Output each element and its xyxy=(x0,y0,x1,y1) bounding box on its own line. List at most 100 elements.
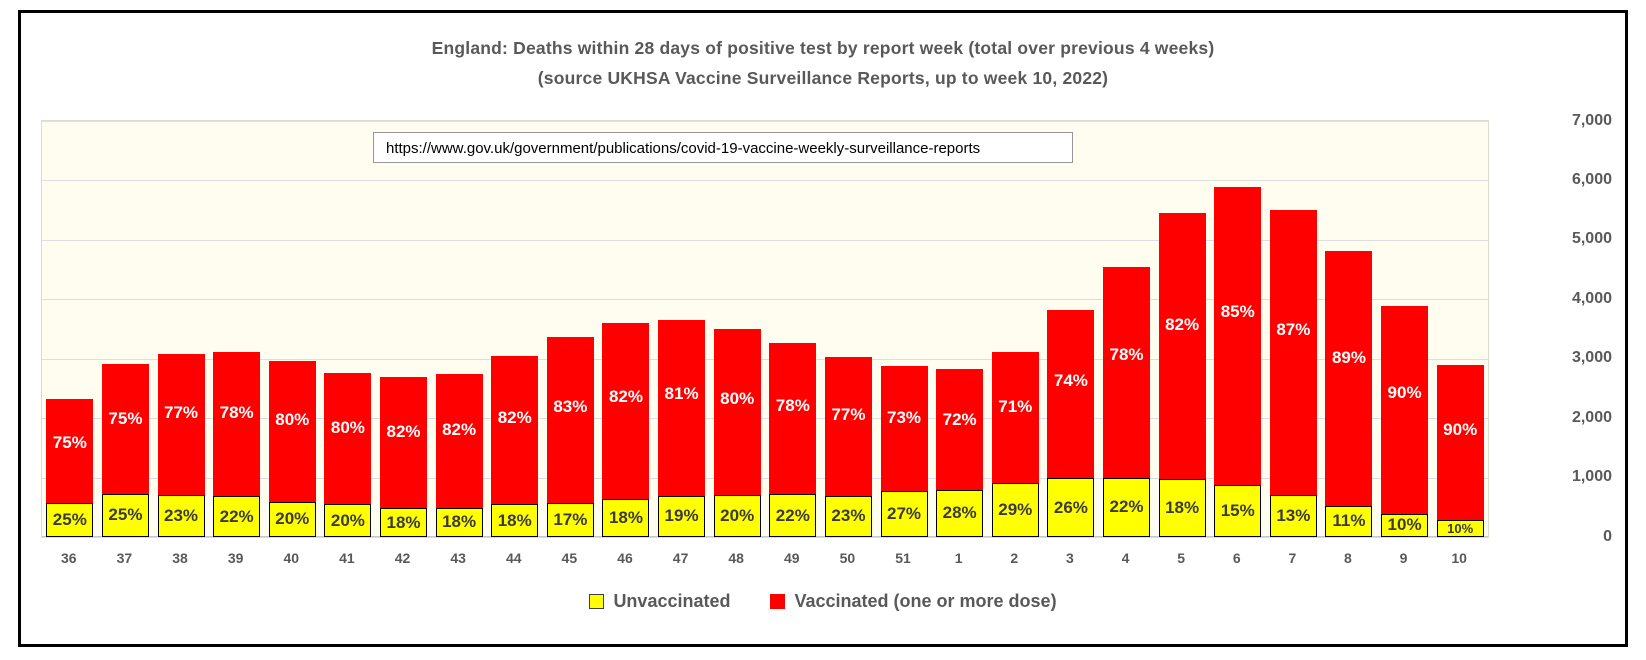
bar-week-37: 75% 25% xyxy=(101,364,149,537)
x-axis-label-39: 39 xyxy=(227,550,244,566)
x-axis-label-42: 42 xyxy=(394,550,411,566)
bar-week-36-unvaccinated-label: 25% xyxy=(52,509,87,529)
x-axis-label-2: 2 xyxy=(1010,550,1019,566)
bar-week-42-vaccinated-segment: 82% xyxy=(380,377,427,509)
chart-frame: England: Deaths within 28 days of positi… xyxy=(18,10,1628,647)
bar-week-10: 90% 10% xyxy=(1436,365,1484,537)
bar-week-39-unvaccinated-segment: 22% xyxy=(213,496,261,537)
x-axis-label-40: 40 xyxy=(283,550,300,566)
bar-week-37-unvaccinated-label: 25% xyxy=(108,505,143,525)
bar-week-5-unvaccinated-label: 18% xyxy=(1165,497,1200,517)
bar-week-51-unvaccinated-segment: 27% xyxy=(880,490,928,537)
bar-week-43-unvaccinated-label: 18% xyxy=(442,512,477,532)
bar-week-51-unvaccinated-label: 27% xyxy=(887,503,922,523)
bar-week-6-vaccinated-segment: 85% xyxy=(1214,187,1262,485)
bar-week-8-vaccinated-segment: 89% xyxy=(1325,250,1373,506)
bar-week-44-vaccinated-label: 82% xyxy=(497,408,532,428)
bar-week-44-unvaccinated-segment: 18% xyxy=(491,504,539,537)
bar-week-5-vaccinated-segment: 82% xyxy=(1158,213,1206,479)
x-axis-label-49: 49 xyxy=(784,550,800,566)
bar-week-48: 80% 20% xyxy=(713,329,761,537)
bar-week-47: 81% 19% xyxy=(658,320,706,537)
bar-week-10-vaccinated-segment: 90% xyxy=(1436,365,1484,520)
bar-week-3-unvaccinated-label: 26% xyxy=(1053,497,1088,517)
gridline-0 xyxy=(42,536,1488,537)
x-axis-label-5: 5 xyxy=(1177,550,1185,566)
bar-week-3-vaccinated-segment: 74% xyxy=(1047,310,1095,478)
bar-week-7-vaccinated-segment: 87% xyxy=(1269,210,1317,495)
bar-week-40: 80% 20% xyxy=(268,361,316,537)
bar-week-6-unvaccinated-label: 15% xyxy=(1220,500,1255,520)
gridline-1000 xyxy=(42,477,1488,479)
bar-week-8-vaccinated-label: 89% xyxy=(1331,347,1366,367)
gridline-3000 xyxy=(42,358,1488,360)
bar-week-46-vaccinated-label: 82% xyxy=(608,386,643,406)
bar-week-40-unvaccinated-segment: 20% xyxy=(268,501,316,537)
bar-week-36-vaccinated-segment: 75% xyxy=(46,399,94,503)
y-axis-label-2000: 2,000 xyxy=(1571,408,1612,426)
bar-week-45-vaccinated-segment: 83% xyxy=(546,336,594,503)
x-axis-label-51: 51 xyxy=(895,550,911,566)
bar-week-49-unvaccinated-segment: 22% xyxy=(769,494,817,537)
bar-week-4-vaccinated-label: 78% xyxy=(1109,345,1144,365)
bar-week-46-unvaccinated-label: 18% xyxy=(608,507,643,527)
bar-week-43-vaccinated-label: 82% xyxy=(442,420,477,440)
bar-week-51-vaccinated-label: 73% xyxy=(887,408,922,428)
bar-week-4-vaccinated-segment: 78% xyxy=(1103,266,1150,478)
bar-week-1-unvaccinated-segment: 28% xyxy=(936,489,984,537)
bar-week-45-unvaccinated-label: 17% xyxy=(553,510,588,529)
bar-week-43-vaccinated-segment: 82% xyxy=(435,374,483,508)
x-axis-label-36: 36 xyxy=(61,550,77,566)
x-axis-label-43: 43 xyxy=(450,550,466,566)
bar-week-6-vaccinated-label: 85% xyxy=(1220,301,1255,321)
chart-title: England: Deaths within 28 days of positi… xyxy=(431,38,1215,58)
bar-week-51-vaccinated-segment: 73% xyxy=(880,365,928,491)
bar-week-36: 75% 25% xyxy=(46,399,94,537)
x-axis-label-9: 9 xyxy=(1399,550,1408,566)
bar-week-46: 82% 18% xyxy=(602,323,650,537)
bar-week-39-vaccinated-label: 78% xyxy=(219,402,254,422)
gridline-7000 xyxy=(42,121,1488,122)
bar-week-49-vaccinated-segment: 78% xyxy=(769,342,817,495)
bar-week-48-vaccinated-segment: 80% xyxy=(713,329,761,496)
y-axis-label-6000: 6,000 xyxy=(1571,170,1612,188)
bar-week-9-vaccinated-label: 90% xyxy=(1387,383,1422,403)
bar-week-5: 82% 18% xyxy=(1158,213,1206,537)
bar-week-47-unvaccinated-label: 19% xyxy=(664,506,699,526)
legend-label-unvaccinated: Unvaccinated xyxy=(613,590,731,611)
bar-week-10-unvaccinated-label: 10% xyxy=(1447,520,1474,536)
x-axis-label-44: 44 xyxy=(505,550,522,566)
y-axis-label-1000: 1,000 xyxy=(1571,468,1612,486)
bar-week-44-vaccinated-segment: 82% xyxy=(491,355,539,505)
bar-week-39-vaccinated-segment: 78% xyxy=(213,352,261,497)
bar-week-42-unvaccinated-label: 18% xyxy=(386,512,421,532)
bar-week-36-vaccinated-label: 75% xyxy=(52,432,87,452)
bar-week-48-unvaccinated-label: 20% xyxy=(720,506,755,526)
bar-week-2-vaccinated-label: 71% xyxy=(998,397,1033,417)
bar-week-41-unvaccinated-segment: 20% xyxy=(324,504,372,537)
x-axis-label-38: 38 xyxy=(172,550,188,566)
bar-week-49-unvaccinated-label: 22% xyxy=(775,505,810,525)
bar-week-3: 74% 26% xyxy=(1047,310,1095,537)
bar-week-39-unvaccinated-label: 22% xyxy=(219,506,254,526)
bar-week-1-unvaccinated-label: 28% xyxy=(942,503,977,523)
bar-week-7-unvaccinated-label: 13% xyxy=(1276,505,1311,525)
bar-week-5-unvaccinated-segment: 18% xyxy=(1158,478,1206,537)
bar-week-8-unvaccinated-label: 11% xyxy=(1332,511,1366,531)
chart-subtitle: (source UKHSA Vaccine Surveillance Repor… xyxy=(537,68,1109,88)
bar-week-45-vaccinated-label: 83% xyxy=(553,396,588,416)
bar-week-2-unvaccinated-label: 29% xyxy=(998,500,1033,520)
bar-week-38-unvaccinated-label: 23% xyxy=(164,505,199,525)
bar-week-5-vaccinated-label: 82% xyxy=(1165,314,1200,334)
bar-week-48-unvaccinated-segment: 20% xyxy=(713,495,761,537)
legend-item-vaccinated: Vaccinated (one or more dose) xyxy=(770,591,1057,612)
bar-week-9-vaccinated-segment: 90% xyxy=(1381,305,1429,514)
bar-week-37-vaccinated-segment: 75% xyxy=(101,364,149,494)
bar-week-4-unvaccinated-label: 22% xyxy=(1109,497,1144,517)
bar-week-42: 82% 18% xyxy=(380,377,427,537)
bar-week-47-vaccinated-segment: 81% xyxy=(658,320,706,496)
gridline-2000 xyxy=(42,418,1488,420)
bar-week-6: 85% 15% xyxy=(1214,187,1262,537)
bar-week-7-unvaccinated-segment: 13% xyxy=(1269,494,1317,537)
